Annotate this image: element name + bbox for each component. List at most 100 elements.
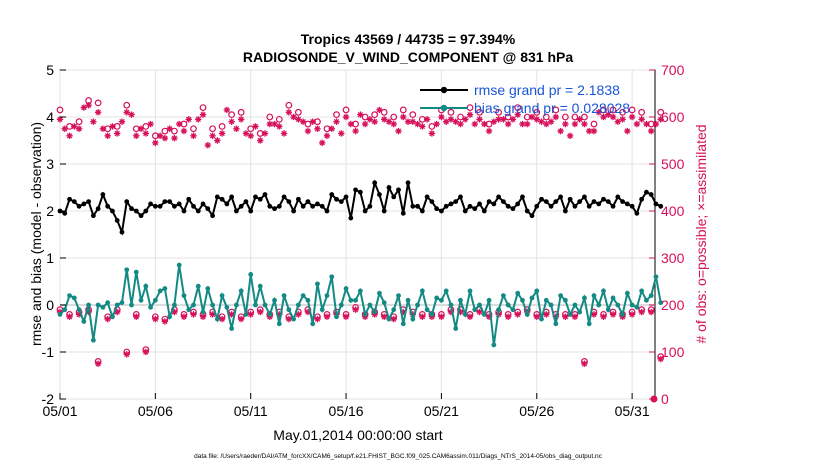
bias-point — [596, 302, 602, 308]
left-tick-label: 5 — [46, 62, 54, 78]
rmse-point — [577, 199, 583, 205]
obs-assimilated-marker — [609, 311, 617, 318]
obs-assimilated-marker — [562, 120, 569, 128]
obs-possible-marker — [352, 120, 359, 128]
legend: rmse grand pr = 2.1838 bias grand pr = 0… — [420, 82, 630, 116]
right-tick-label: 300 — [661, 250, 685, 266]
rmse-point — [572, 203, 578, 209]
obs-assimilated-marker — [66, 313, 73, 320]
obs-assimilated-marker — [438, 313, 445, 320]
rmse-point — [458, 194, 463, 200]
bias-point — [176, 262, 182, 268]
obs-assimilated-marker — [600, 113, 607, 121]
obs-assimilated-marker — [218, 130, 226, 137]
bias-point — [529, 295, 535, 301]
obs-assimilated-marker — [161, 134, 169, 142]
bias-point — [639, 288, 645, 294]
obs-possible-marker — [590, 120, 598, 128]
obs-assimilated-marker — [647, 308, 655, 316]
obs-assimilated-marker — [466, 313, 474, 320]
obs-assimilated-marker — [242, 130, 250, 137]
obs-assimilated-marker — [543, 120, 550, 128]
bias-point — [496, 307, 502, 313]
bias-point — [353, 297, 358, 303]
plot-area — [56, 69, 665, 403]
y-axis-label-right: # of obs: o=possible; ×=assimilated — [693, 124, 709, 343]
rmse-point — [286, 199, 292, 205]
obs-assimilated-marker — [228, 118, 235, 125]
bias-point — [524, 312, 530, 317]
rmse-point — [181, 208, 187, 214]
bias-point — [286, 307, 292, 313]
obs-possible-marker — [190, 125, 197, 133]
obs-possible-marker — [285, 101, 293, 109]
rmse-point — [424, 194, 430, 200]
rmse-point — [295, 196, 301, 202]
obs-assimilated-marker — [471, 120, 478, 128]
obs-assimilated-marker — [476, 308, 483, 316]
bias-series-layer — [57, 262, 664, 348]
obs-possible-marker — [266, 113, 274, 121]
obs-assimilated-marker — [276, 123, 283, 130]
rmse-point — [114, 218, 120, 223]
obs-possible-marker — [619, 108, 626, 116]
bias-point — [491, 342, 497, 348]
obs-assimilated-marker — [571, 120, 579, 128]
obs-assimilated-marker — [352, 306, 359, 313]
rmse-point — [272, 206, 277, 212]
obs-assimilated-marker — [295, 311, 302, 318]
bias-point — [138, 297, 144, 303]
legend-rmse-marker — [440, 86, 448, 94]
bias-point — [81, 319, 87, 324]
obs-assimilated-marker — [85, 102, 92, 109]
bias-point — [295, 302, 301, 308]
obs-assimilated-marker — [514, 311, 521, 318]
bias-point — [200, 309, 206, 315]
bias-point — [610, 295, 616, 301]
bias-point — [439, 297, 444, 303]
obs-possible-marker — [561, 113, 569, 121]
rmse-point — [119, 229, 125, 235]
obs-assimilated-marker — [171, 134, 178, 142]
legend-bias-marker — [440, 104, 448, 112]
obs-assimilated-marker — [342, 313, 350, 320]
obs-assimilated-marker — [390, 315, 397, 323]
rmse-point — [500, 199, 506, 205]
rmse-point — [610, 203, 616, 209]
bias-point — [453, 326, 459, 331]
obs-assimilated-marker — [528, 113, 536, 121]
rmse-point — [148, 201, 153, 207]
obs-assimilated-marker — [414, 120, 421, 128]
obs-possible-marker — [609, 106, 617, 114]
bias-point — [124, 267, 130, 273]
bias-point — [472, 307, 478, 313]
rmse-point — [124, 199, 130, 205]
obs-assimilated-marker — [118, 118, 126, 125]
bias-point — [520, 297, 525, 303]
rmse-point — [348, 215, 354, 221]
bias-point — [191, 302, 196, 308]
obs-assimilated-marker — [66, 132, 73, 139]
rmse-point — [439, 208, 444, 214]
obs-possible-marker — [75, 118, 83, 126]
bias-point — [238, 288, 244, 294]
rmse-point — [510, 206, 516, 212]
obs-assimilated-marker — [485, 127, 493, 135]
bias-point — [71, 295, 77, 301]
bias-point — [410, 316, 416, 322]
obs-assimilated-marker — [361, 120, 369, 128]
obs-possible-marker — [600, 106, 607, 114]
obs-possible-marker — [552, 106, 560, 114]
bias-point — [319, 307, 325, 313]
rmse-point — [224, 201, 230, 207]
bias-point — [129, 302, 134, 308]
obs-possible-marker — [94, 99, 102, 107]
bias-point — [114, 302, 120, 308]
rmse-point — [110, 208, 115, 214]
rmse-point — [86, 199, 92, 205]
rmse-point — [543, 199, 549, 205]
rmse-point — [472, 206, 478, 212]
bias-point — [601, 288, 606, 294]
right-tick-label: 400 — [661, 203, 685, 219]
